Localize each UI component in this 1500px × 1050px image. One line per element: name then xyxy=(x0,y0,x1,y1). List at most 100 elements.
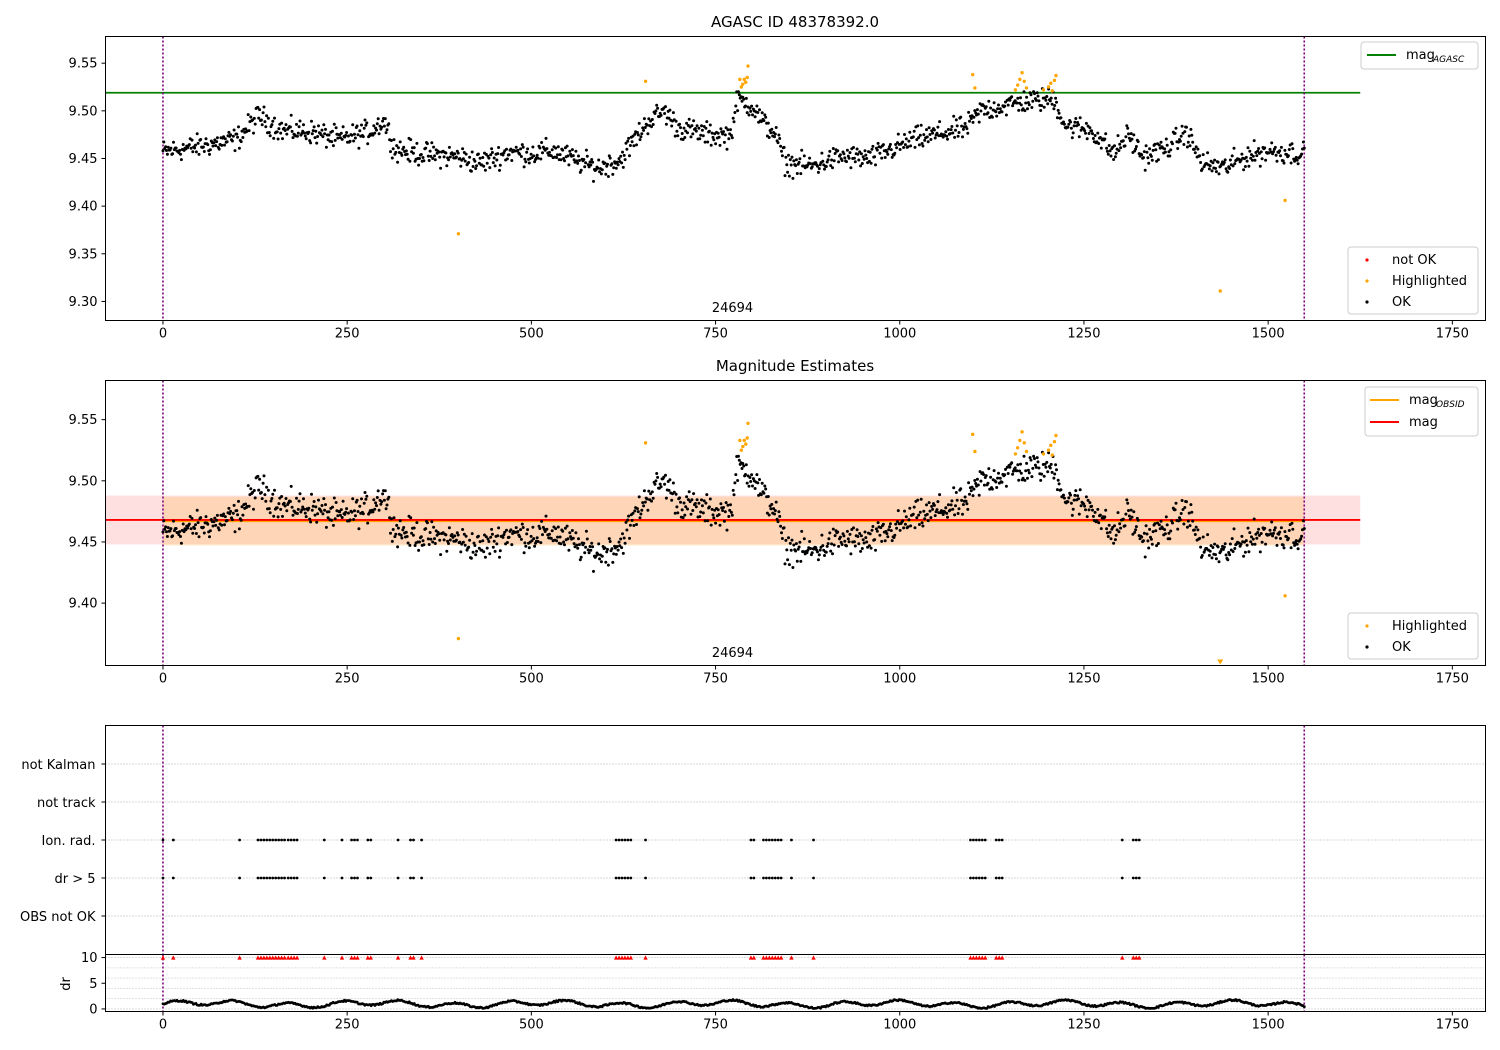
ok-point xyxy=(833,534,837,538)
flag-point xyxy=(350,838,353,842)
ok-point xyxy=(272,514,276,518)
panel1-ytick-label: 9.30 xyxy=(69,295,98,310)
ok-point xyxy=(1190,133,1194,137)
ok-point xyxy=(1239,542,1243,546)
ok-point xyxy=(791,566,795,569)
ok-point xyxy=(1226,170,1230,174)
ok-point xyxy=(816,164,819,168)
ok-point xyxy=(529,534,533,538)
ok-point xyxy=(938,493,942,497)
ok-point xyxy=(574,149,578,153)
ok-point xyxy=(935,508,939,512)
ok-point xyxy=(979,109,983,113)
ok-point xyxy=(853,544,857,548)
ok-point xyxy=(950,499,954,503)
ok-point xyxy=(309,141,313,145)
panel4-ytick-label: 0 xyxy=(89,1002,97,1017)
ok-point xyxy=(994,110,998,114)
ok-point xyxy=(302,507,306,511)
ok-point xyxy=(1119,526,1123,530)
ok-point xyxy=(1000,110,1004,114)
ok-point xyxy=(650,490,654,494)
ok-point xyxy=(1039,478,1043,482)
ok-point xyxy=(792,543,796,547)
ok-point xyxy=(281,137,284,141)
ok-point xyxy=(381,492,385,496)
ok-point xyxy=(523,157,527,161)
ok-point xyxy=(298,119,302,123)
ok-point xyxy=(711,513,715,517)
ok-point xyxy=(832,543,836,547)
ok-point xyxy=(901,140,905,144)
legend-ok-label: OK xyxy=(1392,295,1411,310)
ok-point xyxy=(277,502,281,506)
ok-point xyxy=(1095,519,1099,523)
highlighted-point xyxy=(456,232,461,236)
ok-point xyxy=(555,539,559,543)
ok-point xyxy=(344,133,348,137)
ok-point xyxy=(495,542,499,546)
ok-point xyxy=(876,521,880,525)
flag-point xyxy=(256,838,260,842)
ok-point xyxy=(1153,142,1157,146)
ok-point xyxy=(1091,508,1094,512)
ok-point xyxy=(400,153,404,157)
ok-point xyxy=(492,156,496,160)
ok-point xyxy=(323,132,327,136)
ok-point xyxy=(268,134,272,138)
ok-point xyxy=(206,522,210,526)
ok-point xyxy=(413,544,417,547)
ok-point xyxy=(829,549,833,553)
ok-point xyxy=(392,516,396,520)
ok-point xyxy=(1057,482,1061,486)
ok-point xyxy=(1228,553,1232,557)
ok-point xyxy=(290,129,294,133)
legend-notok-marker xyxy=(1365,258,1369,262)
ok-point xyxy=(865,157,869,160)
ok-point xyxy=(202,531,206,535)
ok-point xyxy=(362,126,366,130)
dr-clipped-marker xyxy=(288,955,294,960)
ok-point xyxy=(390,539,394,543)
ok-point xyxy=(960,498,964,502)
ok-point xyxy=(1033,92,1036,96)
ok-point xyxy=(645,497,649,501)
ok-point xyxy=(201,525,205,529)
ok-point xyxy=(1084,121,1088,125)
ok-point xyxy=(1125,498,1129,502)
ok-point xyxy=(357,146,361,150)
ok-point xyxy=(260,497,264,501)
ok-point xyxy=(1259,150,1263,154)
ok-point xyxy=(195,508,199,512)
ok-point xyxy=(559,542,563,546)
flag-point xyxy=(396,876,400,880)
ok-point xyxy=(344,510,348,514)
flag-point xyxy=(292,876,296,880)
ok-point xyxy=(225,519,229,522)
flag-point xyxy=(283,876,286,880)
ok-point xyxy=(453,534,457,538)
ok-point xyxy=(583,165,587,169)
ok-point xyxy=(624,520,628,524)
ok-point xyxy=(1049,96,1053,100)
ok-point xyxy=(1074,489,1078,493)
ok-point xyxy=(760,481,764,485)
ok-point xyxy=(1030,475,1034,479)
ok-point xyxy=(685,495,689,499)
ok-point xyxy=(1213,158,1217,162)
highlighted-point xyxy=(1052,439,1057,444)
ok-point xyxy=(708,497,712,501)
ok-point xyxy=(745,111,749,115)
ok-point xyxy=(544,136,548,140)
ok-point xyxy=(310,508,314,512)
ok-point xyxy=(904,515,908,519)
ok-point xyxy=(1079,128,1083,132)
ok-point xyxy=(387,495,391,499)
ok-point xyxy=(1272,528,1276,532)
ok-point xyxy=(199,516,203,520)
ok-point xyxy=(1223,542,1227,546)
ok-point xyxy=(1163,528,1167,532)
ok-point xyxy=(461,540,465,544)
ok-point xyxy=(1042,474,1046,478)
ok-point xyxy=(997,103,1000,107)
